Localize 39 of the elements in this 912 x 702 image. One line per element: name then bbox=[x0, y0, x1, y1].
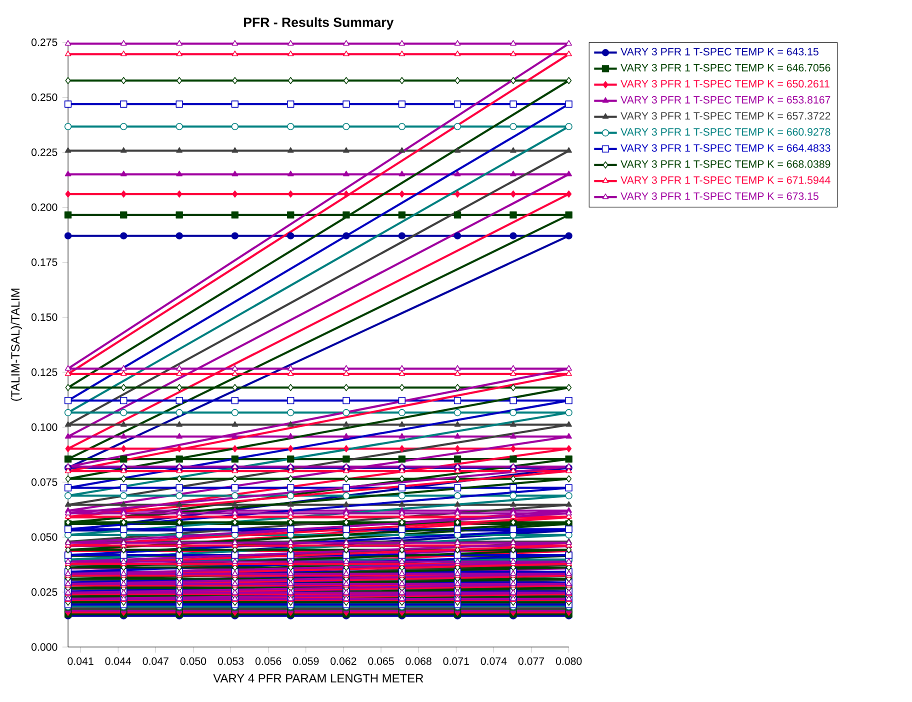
x-tick-label: 0.071 bbox=[443, 657, 469, 666]
legend-label: VARY 3 PFR 1 T-SPEC TEMP K = 668.0389 bbox=[620, 160, 830, 168]
legend-label: VARY 3 PFR 1 T-SPEC TEMP K = 657.3722 bbox=[620, 112, 830, 120]
y-tick-label: 0.150 bbox=[32, 314, 58, 322]
x-tick-label: 0.041 bbox=[68, 657, 94, 666]
y-tick-label: 0.225 bbox=[32, 148, 58, 156]
legend-label: VARY 3 PFR 1 T-SPEC TEMP K = 643.15 bbox=[620, 48, 818, 56]
legend-label: VARY 3 PFR 1 T-SPEC TEMP K = 646.7056 bbox=[620, 64, 830, 72]
x-tick-label: 0.053 bbox=[218, 657, 244, 666]
y-tick-label: 0.200 bbox=[32, 204, 58, 212]
legend-label: VARY 3 PFR 1 T-SPEC TEMP K = 653.8167 bbox=[620, 96, 830, 104]
y-tick-label: 0.250 bbox=[32, 94, 58, 102]
y-tick-label: 0.000 bbox=[32, 643, 58, 651]
y-axis-title: (TALIM-TSAL)/TALIM bbox=[10, 288, 22, 401]
x-tick-label: 0.047 bbox=[142, 657, 168, 666]
y-tick-label: 0.100 bbox=[32, 423, 58, 431]
y-tick-label: 0.075 bbox=[32, 478, 58, 486]
x-tick-label: 0.065 bbox=[368, 657, 394, 666]
legend-label: VARY 3 PFR 1 T-SPEC TEMP K = 664.4833 bbox=[620, 144, 830, 152]
y-tick-label: 0.275 bbox=[32, 38, 58, 46]
x-tick-label: 0.044 bbox=[105, 657, 132, 666]
y-tick-label: 0.125 bbox=[32, 368, 58, 376]
legend-label: VARY 3 PFR 1 T-SPEC TEMP K = 673.15 bbox=[620, 192, 818, 200]
x-tick-label: 0.080 bbox=[556, 657, 582, 666]
legend-label: VARY 3 PFR 1 T-SPEC TEMP K = 650.2611 bbox=[620, 80, 830, 88]
legend-label: VARY 3 PFR 1 T-SPEC TEMP K = 671.5944 bbox=[620, 176, 830, 184]
x-tick-label: 0.059 bbox=[293, 657, 319, 666]
y-tick-label: 0.025 bbox=[32, 588, 58, 596]
chart-title: PFR - Results Summary bbox=[244, 17, 394, 30]
y-tick-label: 0.175 bbox=[32, 258, 58, 266]
y-tick-label: 0.050 bbox=[32, 533, 58, 541]
x-tick-label: 0.077 bbox=[518, 657, 544, 666]
x-tick-label: 0.074 bbox=[480, 657, 507, 666]
x-tick-label: 0.062 bbox=[330, 657, 356, 666]
x-tick-label: 0.056 bbox=[255, 657, 282, 666]
x-axis-title: VARY 4 PFR PARAM LENGTH METER bbox=[213, 674, 424, 683]
x-tick-label: 0.050 bbox=[180, 657, 206, 666]
legend-label: VARY 3 PFR 1 T-SPEC TEMP K = 660.9278 bbox=[620, 128, 830, 136]
x-tick-label: 0.068 bbox=[406, 657, 432, 666]
